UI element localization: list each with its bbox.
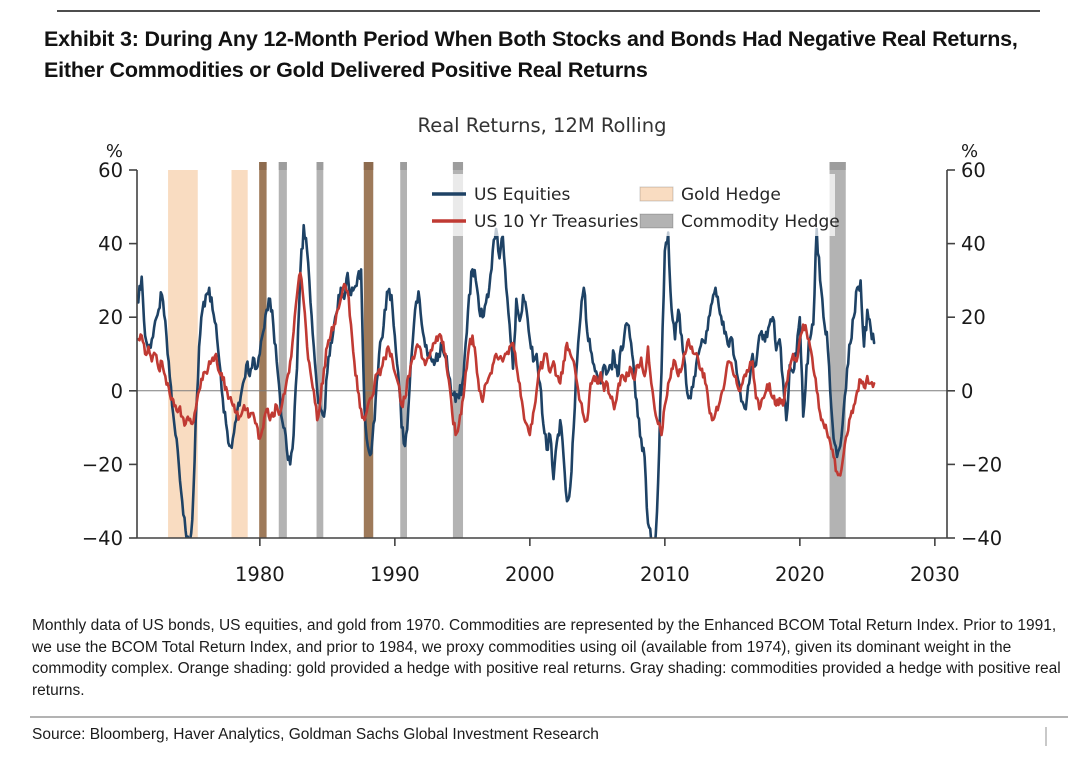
band-commodity-hedge — [452, 162, 464, 538]
y-tick-label-left: −20 — [82, 453, 123, 476]
legend-label: US Equities — [474, 185, 571, 205]
series-us-equities — [137, 223, 876, 538]
y-tick-label-left: 20 — [98, 306, 123, 329]
series-layer — [137, 223, 876, 538]
band-gold-commodity-hedge-overlap- — [363, 162, 374, 538]
y-tick-label-right: −20 — [961, 453, 1002, 476]
y-tick-label-right: 20 — [961, 306, 986, 329]
x-tick-label: 2020 — [775, 563, 825, 586]
source-divider — [30, 716, 1068, 718]
top-divider — [57, 10, 1040, 12]
band-gold-commodity-hedge-overlap- — [259, 162, 267, 538]
legend-swatch-commodity-hedge — [639, 213, 674, 229]
legend-label: Gold Hedge — [681, 185, 781, 205]
y-axis-unit-right: % — [961, 141, 978, 162]
chart-footnote: Monthly data of US bonds, US equities, a… — [32, 617, 1061, 699]
y-tick-label-left: 0 — [111, 380, 123, 403]
y-axis-unit-left: % — [106, 141, 123, 162]
chart-figure: 60 60 40 40 20 20 0 0 −20 −20 −40 −40 1980 1990 2000 20… — [0, 100, 1087, 605]
legend-label: US 10 Yr Treasuries — [474, 212, 639, 232]
tick-marks — [129, 169, 955, 546]
legend-swatch-gold-hedge — [639, 186, 674, 202]
band-commodity-hedge — [278, 162, 287, 538]
y-tick-label-right: 60 — [961, 159, 986, 182]
chart-title: Real Returns, 12M Rolling — [418, 114, 667, 137]
y-tick-label-left: 40 — [98, 233, 123, 256]
x-tick-label: 2030 — [910, 563, 960, 586]
x-tick-label: 1990 — [370, 563, 420, 586]
band-commodity-hedge — [400, 162, 407, 538]
axes — [136, 170, 948, 539]
band-gold-hedge — [231, 170, 248, 538]
y-tick-label-right: 0 — [961, 380, 973, 403]
band-commodity-hedge — [316, 162, 324, 538]
y-tick-label-left: 60 — [98, 159, 123, 182]
series-us-10-yr-treasuries — [137, 271, 876, 477]
x-tick-label: 1980 — [235, 563, 285, 586]
y-tick-label-left: −40 — [82, 527, 123, 550]
x-tick-label: 2010 — [640, 563, 690, 586]
x-tick-label: 2000 — [505, 563, 555, 586]
source-line: Source: Bloomberg, Haver Analytics, Gold… — [32, 726, 599, 743]
text-cursor — [1045, 727, 1047, 746]
legend: US Equities US 10 Yr Treasuries Gold Hedge… — [421, 174, 840, 236]
exhibit-title: Exhibit 3: During Any 12-Month Period Wh… — [44, 27, 1018, 82]
legend-label: Commodity Hedge — [681, 212, 840, 232]
y-tick-label-right: −40 — [961, 527, 1002, 550]
y-tick-label-right: 40 — [961, 233, 986, 256]
